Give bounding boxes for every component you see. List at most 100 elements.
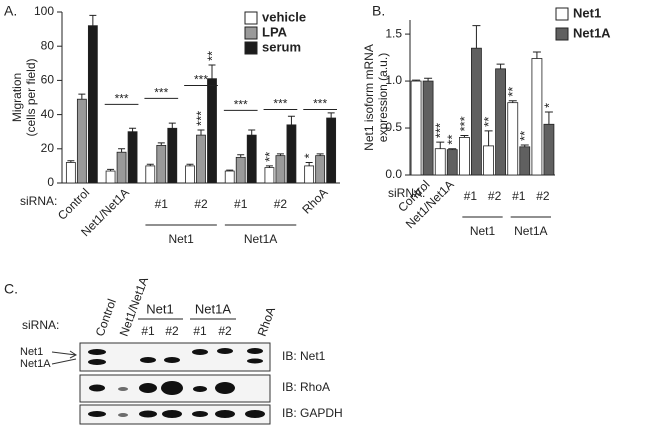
error-bar <box>197 129 205 136</box>
significance: *** <box>234 97 248 111</box>
bar <box>519 146 531 176</box>
x-tick-label: #1 <box>155 197 169 211</box>
x-tick-label: #2 <box>274 197 288 211</box>
x-tick-label: #1 <box>234 197 248 211</box>
group-label: Net1A <box>514 224 547 238</box>
error-bar <box>532 51 541 59</box>
significance: *** <box>273 97 287 111</box>
error-bar <box>436 141 445 149</box>
x-tick-label: #2 <box>488 189 502 203</box>
bar <box>315 155 326 184</box>
lane-label: #1 <box>193 324 207 338</box>
error-bar <box>67 160 75 163</box>
significance: ** <box>204 51 219 61</box>
significance: ** <box>505 87 520 97</box>
significance: *** <box>115 92 129 106</box>
y-tick-label: 20 <box>41 141 55 155</box>
bar <box>543 123 555 176</box>
bar <box>76 98 87 184</box>
group-label: Net1 <box>146 301 173 316</box>
bar <box>224 170 235 184</box>
legend-label: vehicle <box>262 9 306 24</box>
error-bar <box>448 148 457 150</box>
error-bar <box>157 142 165 146</box>
error-bar <box>226 169 234 172</box>
bar <box>116 151 127 184</box>
bar <box>264 167 275 184</box>
bar <box>410 80 422 176</box>
error-bar <box>496 63 505 69</box>
bar <box>87 25 98 184</box>
error-bar <box>472 25 481 49</box>
group-label: Net1 <box>168 232 194 246</box>
legend-label: serum <box>262 39 301 54</box>
band-label: Net1A <box>20 358 51 370</box>
band-label: Net1 <box>20 346 43 358</box>
legend-label: Net1 <box>573 5 601 20</box>
error-bar <box>520 144 529 147</box>
error-bar <box>544 111 553 125</box>
bar <box>446 149 458 176</box>
bar <box>326 117 337 184</box>
x-tick-label: #2 <box>194 197 208 211</box>
error-bar <box>248 129 256 136</box>
bar <box>167 127 178 184</box>
legend-swatch <box>555 7 569 21</box>
significance: *** <box>193 111 208 126</box>
lane-label: #1 <box>141 324 155 338</box>
bar <box>185 165 195 184</box>
y-tick-label: 60 <box>41 73 55 87</box>
lane-label: RhoA <box>255 305 278 338</box>
significance: * <box>302 153 317 158</box>
error-bar <box>287 115 295 125</box>
error-bar <box>484 130 493 146</box>
significance: *** <box>433 123 448 138</box>
bar <box>459 137 470 176</box>
significance: *** <box>194 73 208 87</box>
error-bar <box>186 163 194 166</box>
lane-label: Control <box>93 297 119 338</box>
error-bar <box>412 79 421 82</box>
error-bar <box>107 168 115 172</box>
bar <box>246 134 257 184</box>
significance: ** <box>445 135 460 145</box>
bar <box>495 68 506 176</box>
lane-label: #2 <box>218 324 232 338</box>
significance: ** <box>262 152 277 162</box>
bar <box>275 155 286 184</box>
bar <box>422 80 434 176</box>
y-tick-label: 1.0 <box>385 73 402 87</box>
error-bar <box>460 135 469 138</box>
bar <box>105 170 116 184</box>
row-label: IB: RhoA <box>282 380 330 394</box>
siRNA-label: siRNA: <box>20 194 57 208</box>
y-tick-label: 0 <box>47 175 54 189</box>
bar <box>235 156 246 184</box>
error-bar <box>237 154 245 158</box>
group-label: Net1A <box>244 232 277 246</box>
blot-strip <box>79 342 271 372</box>
significance: *** <box>313 97 327 111</box>
bar <box>483 145 494 176</box>
bands <box>88 348 265 418</box>
significance: *** <box>154 86 168 100</box>
panel-label: A. <box>4 3 17 19</box>
bar <box>286 124 297 184</box>
lane-label: #2 <box>165 324 179 338</box>
x-tick-label: #1 <box>512 189 526 203</box>
error-bar <box>276 153 284 156</box>
x-tick-label: RhoA <box>299 185 330 216</box>
bar <box>196 134 206 184</box>
error-bar <box>89 14 97 26</box>
bar <box>145 165 156 184</box>
error-bar <box>305 161 313 166</box>
y-axis-label: (cells per field) <box>24 58 38 136</box>
bar <box>531 58 543 176</box>
y-tick-label: 0.0 <box>385 167 402 181</box>
panel-label: C. <box>4 281 18 297</box>
bar <box>434 148 446 176</box>
legend-label: LPA <box>262 24 288 39</box>
bar <box>471 47 482 176</box>
row-label: IB: Net1 <box>282 349 326 363</box>
